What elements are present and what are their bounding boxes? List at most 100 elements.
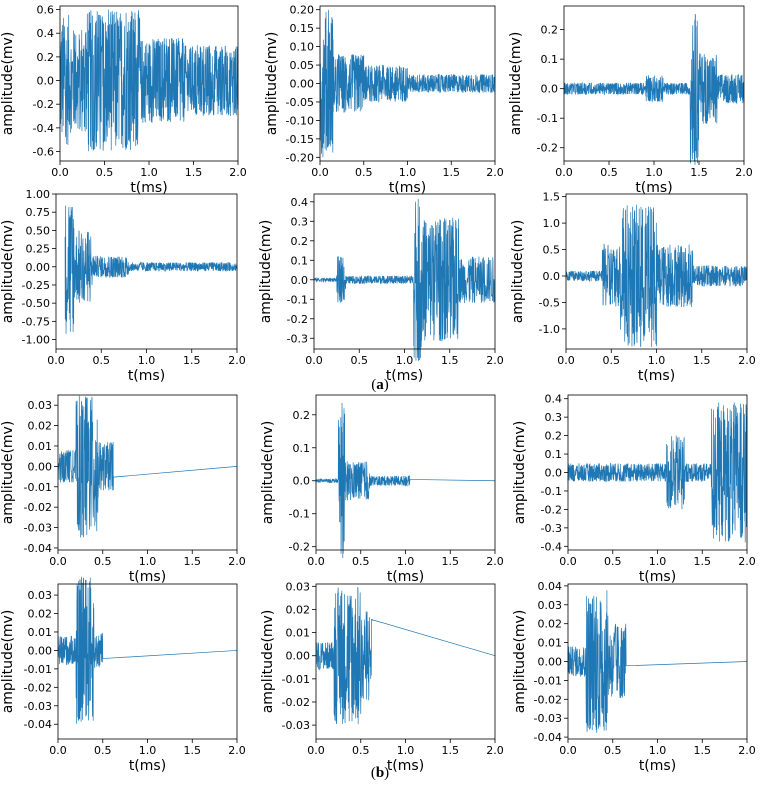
y-tick-label: 0.01 bbox=[538, 637, 563, 650]
x-tick-label: 2.0 bbox=[486, 555, 504, 568]
x-tick-label: 0.5 bbox=[604, 744, 622, 757]
y-tick-label: 0.1 bbox=[293, 442, 311, 455]
x-tick-label: 0.0 bbox=[555, 166, 573, 179]
x-tick-label: 1.0 bbox=[140, 166, 158, 179]
x-tick-label: 0.0 bbox=[49, 744, 67, 757]
y-tick-label: 0.1 bbox=[541, 53, 559, 66]
y-tick-label: -0.1 bbox=[537, 112, 558, 125]
chart-panel-12: 0.0 0.5 1.0 1.5 2.0 -0.04 -0.03 -0.02 -0.01 0.00 0… bbox=[512, 580, 756, 774]
y-axis-label: amplitude(mv) bbox=[264, 32, 280, 136]
x-tick-label: 0.5 bbox=[355, 166, 373, 179]
y-tick-label: -0.2 bbox=[287, 313, 308, 326]
x-tick-label: 2.0 bbox=[738, 354, 756, 367]
x-tick-label: 0.5 bbox=[603, 354, 621, 367]
waveform-series bbox=[315, 586, 496, 725]
waveform-series bbox=[319, 9, 496, 158]
x-tick-label: 2.0 bbox=[738, 555, 756, 568]
chart-panel-10: 0.0 0.5 1.0 1.5 2.0 -0.04 -0.03 -0.02 -0.01 0.00 0… bbox=[0, 576, 246, 774]
y-tick-label: -0.2 bbox=[33, 98, 54, 111]
x-tick-label: 1.0 bbox=[397, 555, 415, 568]
y-tick-label: -0.01 bbox=[24, 481, 52, 494]
y-tick-label: 0.5 bbox=[543, 244, 561, 257]
y-tick-label: 1.00 bbox=[26, 188, 51, 201]
x-tick-label: 0.0 bbox=[307, 555, 325, 568]
x-tick-label: 1.5 bbox=[185, 166, 203, 179]
x-tick-label: 2.0 bbox=[228, 555, 246, 568]
x-tick-label: 0.5 bbox=[351, 354, 369, 367]
x-tick-label: 1.5 bbox=[694, 744, 712, 757]
y-tick-label: -0.4 bbox=[33, 122, 54, 135]
y-tick-label: -0.03 bbox=[24, 522, 52, 535]
x-tick-label: 0.0 bbox=[49, 555, 67, 568]
caption-a: (a) bbox=[371, 377, 389, 393]
y-tick-label: 0.50 bbox=[26, 224, 51, 237]
x-tick-label: 2.0 bbox=[486, 744, 504, 757]
y-tick-label: -0.75 bbox=[22, 315, 50, 328]
y-tick-label: 0.0 bbox=[293, 475, 311, 488]
y-tick-label: 0.4 bbox=[291, 196, 309, 209]
chart-panel-4: 0.0 0.5 1.0 1.5 2.0 -1.00 -0.75 -0.50 -0.25 0.00 0… bbox=[0, 188, 246, 384]
caption-a-label: a bbox=[376, 377, 384, 393]
y-tick-label: -0.2 bbox=[537, 142, 558, 155]
y-tick-label: 0.2 bbox=[293, 409, 311, 422]
y-tick-label: 0.3 bbox=[291, 215, 309, 228]
x-tick-label: 0.0 bbox=[47, 354, 65, 367]
x-axis-label: t(ms) bbox=[387, 569, 424, 585]
x-tick-label: 2.0 bbox=[738, 744, 756, 757]
chart-panel-1: 0.0 0.5 1.0 1.5 2.0 -0.6 -0.4 -0.2 0.0 0.2 0.4 0.6 t… bbox=[0, 4, 247, 196]
y-tick-label: 0.02 bbox=[28, 608, 53, 621]
x-tick-label: 0.0 bbox=[311, 166, 329, 179]
waveform-series bbox=[64, 205, 238, 334]
y-tick-label: -0.01 bbox=[282, 673, 310, 686]
y-axis-label: amplitude(mv) bbox=[510, 220, 526, 324]
x-tick-label: 1.5 bbox=[184, 555, 202, 568]
x-tick-label: 1.0 bbox=[649, 555, 667, 568]
y-tick-label: 0.2 bbox=[291, 235, 309, 248]
y-tick-label: 0.3 bbox=[545, 411, 563, 424]
y-tick-label: 0.6 bbox=[37, 4, 55, 17]
waveform-series bbox=[565, 204, 748, 348]
y-tick-label: 0.75 bbox=[26, 206, 51, 219]
y-tick-label: 0.1 bbox=[545, 448, 563, 461]
y-tick-label: -0.10 bbox=[286, 114, 314, 127]
y-tick-label: 1.0 bbox=[543, 217, 561, 230]
y-tick-label: -0.5 bbox=[539, 296, 560, 309]
x-axis-label: t(ms) bbox=[639, 569, 676, 585]
waveform-series bbox=[59, 9, 239, 152]
y-tick-label: 0.03 bbox=[286, 580, 311, 593]
y-tick-label: -0.04 bbox=[534, 731, 562, 744]
y-tick-label: 0.00 bbox=[286, 650, 311, 663]
x-tick-label: 1.5 bbox=[184, 744, 202, 757]
y-tick-label: -0.1 bbox=[541, 485, 562, 498]
waveform-series bbox=[567, 590, 748, 733]
x-tick-label: 0.0 bbox=[307, 744, 325, 757]
y-tick-label: 0.0 bbox=[545, 467, 563, 480]
y-tick-label: 0.05 bbox=[290, 59, 315, 72]
x-tick-label: 0.5 bbox=[352, 555, 370, 568]
caption-b-label: b bbox=[375, 765, 385, 781]
x-tick-label: 0.0 bbox=[305, 354, 323, 367]
x-tick-label: 1.0 bbox=[396, 354, 414, 367]
chart-panel-8: 0.0 0.5 1.0 1.5 2.0 -0.2 -0.1 0.0 0.1 0.2 t(ms) amp… bbox=[260, 394, 504, 585]
y-tick-label: 0.01 bbox=[28, 626, 53, 639]
y-tick-label: 0.03 bbox=[538, 599, 563, 612]
y-tick-label: -0.15 bbox=[286, 133, 314, 146]
x-tick-label: 0.5 bbox=[96, 166, 114, 179]
x-tick-label: 1.0 bbox=[138, 354, 156, 367]
y-tick-label: 0.10 bbox=[290, 41, 315, 54]
y-tick-label: 0.2 bbox=[37, 51, 55, 64]
chart-panel-3: 0.0 0.5 1.0 1.5 2.0 -0.2 -0.1 0.0 0.1 0.2 t(ms) amp… bbox=[508, 5, 753, 196]
x-axis-label: t(ms) bbox=[635, 180, 672, 196]
y-tick-label: -0.20 bbox=[286, 151, 314, 164]
x-axis-label: t(ms) bbox=[128, 368, 165, 384]
x-tick-label: 0.5 bbox=[352, 744, 370, 757]
y-tick-label: 0.04 bbox=[538, 580, 563, 593]
chart-panel-2: 0.0 0.5 1.0 1.5 2.0 -0.20 -0.15 -0.10 -0.05 0.00 0… bbox=[264, 4, 504, 196]
y-tick-label: 0.03 bbox=[28, 399, 53, 412]
y-tick-label: -1.00 bbox=[22, 334, 50, 347]
x-axis-label: t(ms) bbox=[639, 758, 676, 774]
x-axis-label: t(ms) bbox=[129, 758, 166, 774]
y-tick-label: -0.04 bbox=[24, 718, 52, 731]
y-tick-label: 0.02 bbox=[538, 618, 563, 631]
x-tick-label: 2.0 bbox=[486, 166, 504, 179]
